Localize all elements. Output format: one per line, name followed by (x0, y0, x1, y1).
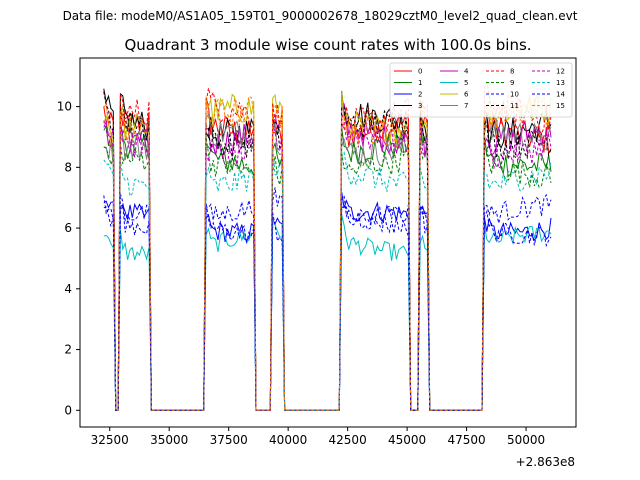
legend-label-6: 6 (464, 91, 469, 99)
y-axis: 0 2 4 6 8 10 (57, 100, 80, 417)
y-tick-label-0: 0 (64, 403, 72, 417)
legend-label-2: 2 (418, 91, 422, 99)
series-line-15 (103, 95, 552, 411)
y-tick-label-6: 6 (64, 221, 72, 235)
plot-frame (79, 57, 577, 428)
x-tick-label-40000: 40000 (269, 433, 307, 447)
series-layer (103, 80, 552, 411)
y-tick-label-2: 2 (64, 343, 72, 357)
legend-label-12: 12 (556, 68, 565, 76)
legend-label-1: 1 (418, 79, 422, 87)
x-axis: 32500 35000 37500 40000 42500 45000 47500 50000 (91, 427, 545, 447)
suptitle: Data file: modeM0/AS1A05_159T01_90000026… (63, 9, 578, 23)
legend-label-8: 8 (510, 68, 514, 76)
chart-title: Quadrant 3 module wise count rates with … (124, 36, 531, 54)
legend-label-11: 11 (510, 102, 519, 110)
x-tick-label-32500: 32500 (91, 433, 129, 447)
plot-area: 32500 35000 37500 40000 42500 45000 47500 50000… (57, 57, 577, 447)
x-tick-label-42500: 42500 (329, 433, 367, 447)
x-offset-label: +2.863e8 (516, 455, 575, 469)
legend-label-3: 3 (418, 102, 422, 110)
y-tick-label-8: 8 (64, 160, 72, 174)
legend-label-0: 0 (418, 68, 422, 76)
x-tick-label-35000: 35000 (150, 433, 188, 447)
legend-label-4: 4 (464, 68, 469, 76)
legend-box (389, 62, 573, 118)
legend-label-10: 10 (510, 91, 519, 99)
y-tick-label-4: 4 (64, 282, 72, 296)
legend-label-9: 9 (510, 79, 514, 87)
x-tick-label-47500: 47500 (447, 433, 485, 447)
x-tick-label-37500: 37500 (210, 433, 248, 447)
legend-label-7: 7 (464, 102, 468, 110)
y-tick-label-10: 10 (57, 100, 72, 114)
legend-label-14: 14 (556, 91, 565, 99)
legend-label-15: 15 (556, 102, 565, 110)
legend-label-5: 5 (464, 79, 468, 87)
legend-label-13: 13 (556, 79, 565, 87)
x-tick-label-50000: 50000 (507, 433, 545, 447)
x-tick-label-45000: 45000 (388, 433, 426, 447)
